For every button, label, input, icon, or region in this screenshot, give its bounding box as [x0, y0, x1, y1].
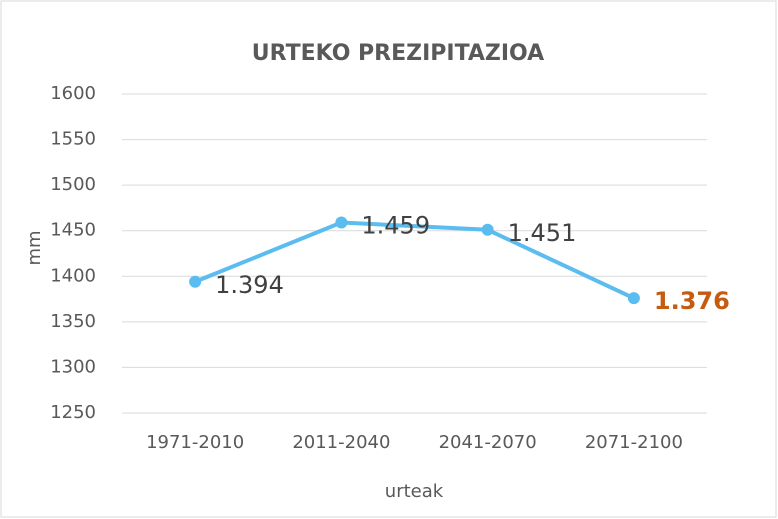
data-label: 1.394: [215, 271, 284, 299]
y-axis-title: mm: [24, 230, 45, 265]
chart-title: URTEKO PREZIPITAZIOA: [252, 41, 544, 66]
y-tick-label: 1550: [50, 129, 96, 150]
point: [335, 216, 348, 229]
x-tick-label: 1971-2010: [146, 432, 244, 453]
y-tick-label: 1600: [50, 83, 96, 104]
y-tick-label: 1250: [50, 402, 96, 423]
data-label: 1.459: [361, 212, 430, 240]
x-tick-label: 2071-2100: [585, 432, 683, 453]
line: [194, 220, 635, 300]
x-tick-label: 2011-2040: [292, 432, 390, 453]
y-tick-label: 1500: [50, 174, 96, 195]
data-label: 1.376: [654, 287, 730, 315]
x-tick-label: 2041-2070: [439, 432, 537, 453]
point: [481, 223, 494, 236]
data-label: 1.451: [508, 219, 577, 247]
x-axis-title: urteak: [385, 481, 444, 502]
y-tick-label: 1300: [50, 356, 96, 377]
y-tick-label: 1450: [50, 220, 96, 241]
y-tick-label: 1350: [50, 311, 96, 332]
y-tick-label: 1400: [50, 265, 96, 286]
point: [627, 292, 640, 305]
point: [189, 275, 202, 288]
